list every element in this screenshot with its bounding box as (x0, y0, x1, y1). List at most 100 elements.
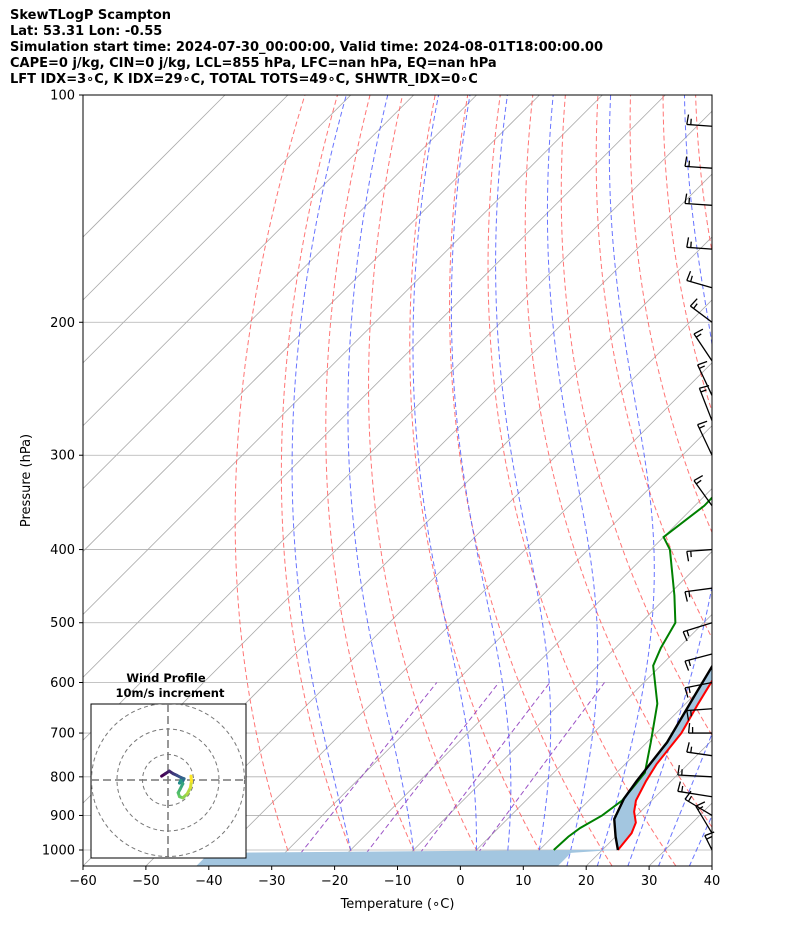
y-tick-label: 400 (50, 543, 75, 558)
moist-adiabat-line (546, 95, 599, 866)
moist-adiabat-line (412, 95, 477, 866)
moist-adiabat-line (291, 95, 355, 866)
dry-adiabat-line (761, 95, 794, 866)
x-tick-label: −50 (132, 874, 159, 889)
chart-title: SkewTLogP Scampton (10, 8, 172, 23)
dry-adiabat-line (487, 95, 677, 866)
wind-barb (677, 781, 713, 798)
wind-barb (686, 742, 713, 757)
wind-barb-flag (699, 425, 706, 429)
wind-barb (693, 475, 713, 507)
y-tick-label: 200 (50, 316, 75, 331)
isotherm-line (83, 95, 352, 364)
x-tick-label: −40 (195, 874, 222, 889)
wind-barb-staff (686, 279, 713, 289)
moist-adiabat-line (495, 95, 552, 866)
isotherm-line (145, 299, 712, 866)
wind-barb (689, 298, 713, 323)
wind-barb (697, 360, 713, 396)
isotherm-line (83, 95, 289, 301)
wind-barb (677, 765, 713, 778)
wind-barb (684, 790, 713, 817)
wind-barb-flag (688, 686, 691, 694)
hodograph-area (91, 704, 246, 858)
wind-barb-flag (690, 275, 693, 282)
wind-barb (684, 681, 713, 698)
wind-barb-flag (704, 831, 715, 837)
wind-barb-staff (697, 424, 713, 456)
y-tick-label: 600 (50, 676, 75, 691)
wind-barb-flag (695, 801, 706, 807)
x-tick-label: 30 (641, 874, 658, 889)
wind-barb-flag (688, 659, 692, 667)
wind-barb (682, 622, 713, 642)
x-tick-label: 40 (704, 874, 721, 889)
wind-barb (687, 722, 712, 734)
wind-barb-flag (684, 156, 688, 167)
wind-barb-staff (684, 653, 713, 662)
chart-header: SkewTLogP Scampton Lat: 53.31 Lon: -0.55… (10, 8, 603, 88)
wind-barb-staff (683, 622, 713, 633)
plot-area (83, 95, 794, 866)
wind-barb-flag (686, 270, 692, 281)
wind-barb-flag (697, 360, 708, 366)
y-tick-label: 1000 (42, 844, 75, 859)
isotherm-line (334, 488, 712, 866)
wind-barb-flag (690, 746, 693, 753)
wind-barb-staff (698, 388, 713, 421)
temperature-profile-line (617, 679, 712, 851)
wind-barb-staff (686, 123, 713, 127)
x-tick-label: −10 (384, 874, 411, 889)
dry-adiabat-line (629, 95, 712, 534)
wind-barb-flag (686, 237, 690, 248)
cape-shading (196, 666, 712, 866)
wind-barb (686, 708, 713, 721)
wind-barb-flag (684, 591, 688, 602)
moist-adiabat-line (658, 732, 712, 866)
wind-barb (684, 653, 713, 671)
wind-barb-flag (684, 660, 690, 671)
isotherm-line (585, 739, 712, 866)
moist-adiabat-line (627, 95, 712, 866)
dry-adiabat-line (280, 95, 358, 866)
wind-barb-flag (693, 328, 704, 335)
wind-barb (684, 193, 713, 206)
wind-barb-flag (699, 365, 706, 370)
isotherm-line (83, 95, 226, 238)
wind-barb (684, 156, 713, 169)
wind-barb (686, 237, 713, 250)
wind-barb (684, 587, 713, 602)
wind-barb-staff (693, 333, 713, 362)
wind-barb-flag (688, 591, 691, 598)
y-tick-label: 900 (50, 809, 75, 824)
isotherm-line (208, 362, 712, 866)
wind-barb-flag (684, 193, 688, 204)
wind-barb-flag (686, 551, 690, 562)
x-tick-label: −30 (258, 874, 285, 889)
hodograph-trace-segment (189, 774, 193, 783)
hodograph-subtitle: 10m/s increment (116, 686, 225, 700)
wind-barb-flag (677, 781, 681, 792)
wind-barb (704, 831, 715, 851)
isotherm-line (83, 95, 540, 553)
simulation-time-line: Simulation start time: 2024-07-30_00:00:… (10, 40, 603, 55)
wind-barb-flag (687, 722, 691, 734)
isotherm-line (83, 95, 477, 490)
mixing-ratio-line (290, 682, 438, 866)
wind-barb-staff (693, 480, 713, 507)
parcel-profile-line (613, 664, 712, 851)
dry-adiabat-line (449, 95, 613, 866)
wind-barb-staff (686, 246, 713, 250)
wind-barb-staff (677, 774, 713, 778)
y-tick-label: 800 (50, 770, 75, 785)
isotherm-line (648, 802, 712, 866)
wind-barb (697, 420, 713, 456)
dry-adiabat-line (728, 95, 794, 866)
wind-barb-staff (684, 681, 713, 689)
wind-barb-staff (684, 587, 713, 593)
y-tick-label: 700 (50, 727, 75, 742)
wind-barb-flag (684, 687, 689, 698)
cape-line: CAPE=0 j/kg, CIN=0 j/kg, LCL=855 hPa, LF… (10, 56, 497, 71)
x-tick-label: 10 (515, 874, 532, 889)
